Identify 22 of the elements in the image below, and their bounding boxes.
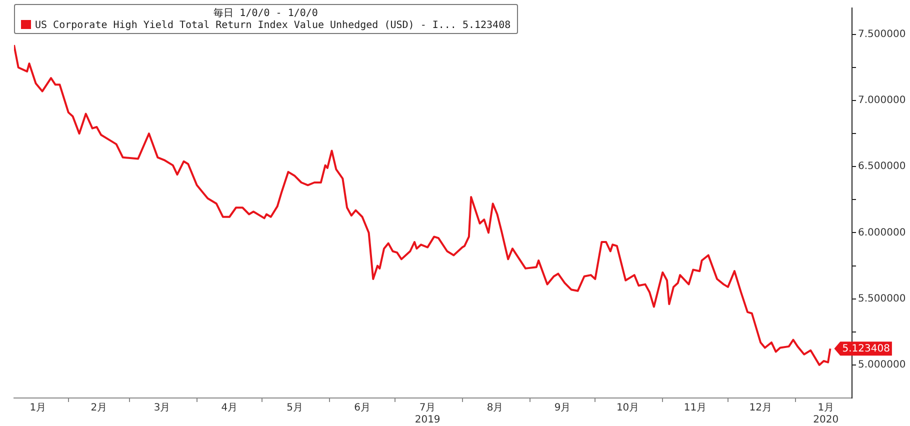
x-tick-label: 1月 bbox=[30, 402, 46, 414]
legend-label: US Corporate High Yield Total Return Index Value Unhedged (USD) - I... 5.123408 bbox=[34, 20, 511, 31]
y-tick-label: 7.500000 bbox=[858, 29, 906, 40]
x-tick-label: 3月 bbox=[154, 402, 170, 414]
x-tick-label: 10月 bbox=[616, 402, 640, 414]
y-tick-label: 7.000000 bbox=[858, 95, 906, 106]
legend-title: 毎日 1/0/0 - 1/0/0 bbox=[212, 7, 319, 20]
y-tick-label: 5.500000 bbox=[858, 293, 906, 304]
x-tick-label: 11月 bbox=[684, 402, 707, 414]
x-tick-label: 9月 bbox=[554, 402, 571, 414]
x-tick-label: 4月 bbox=[221, 402, 238, 414]
x-tick-label: 12月 bbox=[749, 402, 772, 414]
y-tick-label: 6.500000 bbox=[858, 161, 906, 172]
x-tick-label: 1月 2020 bbox=[813, 402, 839, 426]
x-tick-label: 5月 bbox=[286, 402, 303, 414]
x-tick-label: 7月 2019 bbox=[414, 402, 440, 426]
x-tick-label: 6月 bbox=[354, 402, 370, 414]
x-tick-label: 8月 bbox=[486, 402, 504, 414]
y-tick-label: 6.000000 bbox=[858, 227, 906, 238]
x-tick-label: 2月 bbox=[90, 402, 108, 414]
y-tick-label: 5.000000 bbox=[858, 360, 906, 371]
data-label: 5.123408 bbox=[842, 344, 890, 355]
